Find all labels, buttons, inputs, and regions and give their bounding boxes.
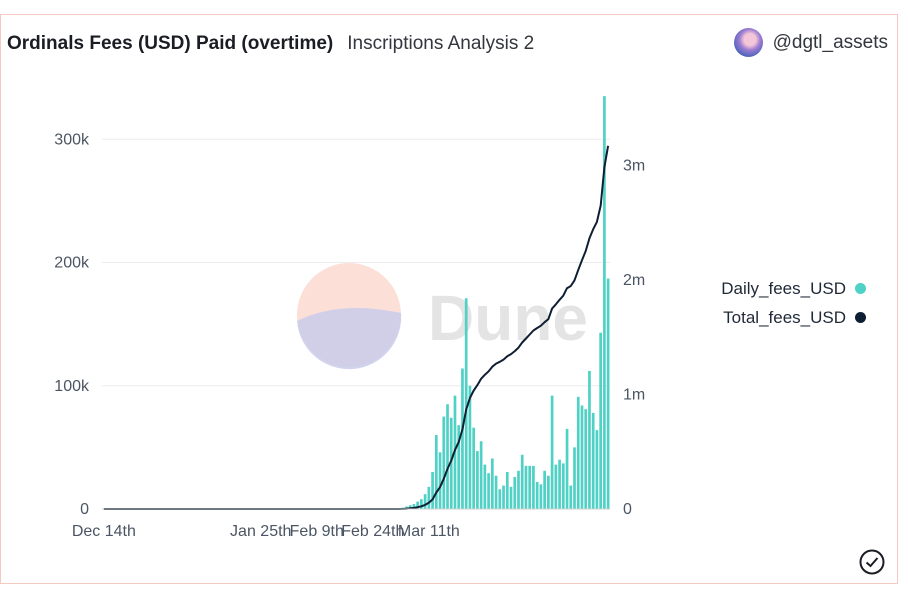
x-tick-label: Jan 25th	[230, 523, 291, 540]
bar-daily-fees	[509, 486, 513, 509]
bar-daily-fees	[468, 385, 472, 509]
bar-daily-fees	[573, 447, 576, 509]
bar-daily-fees	[532, 465, 535, 509]
y-right-tick-label: 3m	[623, 158, 645, 175]
bar-daily-fees	[427, 486, 431, 509]
legend-item-total-fees[interactable]: Total_fees_USD	[700, 303, 866, 332]
bar-daily-fees	[408, 505, 412, 509]
y-left-tick-label: 0	[80, 501, 89, 518]
author[interactable]: @dgtl_assets	[733, 28, 888, 57]
y-left-tick-label: 300k	[54, 131, 90, 148]
chart-header: Ordinals Fees (USD) Paid (overtime) Insc…	[7, 31, 534, 57]
bar-daily-fees	[543, 470, 546, 509]
bar-daily-fees	[498, 489, 502, 509]
y-right-tick-label: 2m	[623, 272, 645, 289]
bar-daily-fees	[535, 481, 539, 509]
check-circle-icon[interactable]	[858, 548, 886, 576]
bar-daily-fees	[423, 494, 427, 509]
watermark-text: Dune	[428, 282, 588, 354]
bar-daily-fees	[494, 475, 498, 509]
chart-subtitle: Inscriptions Analysis 2	[347, 33, 535, 54]
bar-daily-fees	[565, 428, 569, 509]
bar-daily-fees	[580, 405, 584, 509]
y-left-tick-label: 100k	[54, 378, 90, 395]
bar-daily-fees	[431, 472, 434, 509]
y-right-tick-label: 1m	[623, 387, 645, 404]
bar-daily-fees	[576, 396, 580, 509]
bar-daily-fees	[569, 485, 573, 509]
total-fees-line	[102, 145, 610, 510]
bar-daily-fees	[591, 412, 595, 509]
x-tick-label: Feb 9th	[290, 523, 344, 540]
bar-daily-fees	[412, 504, 416, 509]
bar-daily-fees	[457, 425, 461, 509]
chart-title: Ordinals Fees (USD) Paid (overtime)	[7, 33, 334, 54]
bar-daily-fees	[438, 452, 442, 509]
y-left-tick-label: 200k	[54, 255, 90, 272]
bar-daily-fees	[550, 395, 554, 509]
bar-daily-fees	[520, 454, 524, 509]
bar-daily-fees	[502, 485, 505, 509]
bar-daily-fees	[420, 499, 423, 509]
x-tick-label: Feb 24th	[341, 523, 404, 540]
bar-daily-fees	[539, 484, 543, 509]
legend-item-daily-fees[interactable]: Daily_fees_USD	[700, 274, 866, 303]
bar-daily-fees	[513, 476, 517, 509]
bar-daily-fees	[483, 464, 487, 509]
y-right-tick-label: 0	[623, 501, 632, 518]
bar-daily-fees	[561, 463, 565, 509]
bar-daily-fees	[524, 465, 528, 509]
y-axis-left: 0 100k 200k 300k	[54, 131, 90, 518]
legend-label: Total_fees_USD	[723, 307, 846, 327]
bar-daily-fees	[464, 298, 468, 509]
bar-daily-fees	[599, 332, 603, 509]
bar-daily-fees	[487, 473, 490, 509]
legend-label: Daily_fees_USD	[721, 278, 846, 298]
bar-daily-fees	[528, 465, 532, 509]
gridlines	[102, 138, 610, 387]
bar-daily-fees	[416, 501, 419, 509]
bar-daily-fees	[476, 451, 479, 509]
x-tick-label: Dec 14th	[72, 523, 136, 540]
bar-daily-fees	[517, 470, 520, 509]
bar-daily-fees	[606, 278, 610, 509]
bar-daily-fees	[472, 427, 476, 509]
bar-daily-fees	[490, 458, 494, 509]
bar-daily-fees	[461, 368, 464, 509]
bar-daily-fees	[446, 404, 449, 509]
bar-daily-fees	[595, 430, 599, 509]
bar-daily-fees	[449, 417, 453, 509]
chart-card	[0, 14, 898, 584]
dune-watermark: Dune	[297, 263, 588, 370]
legend-swatch	[855, 312, 866, 323]
legend-swatch	[855, 283, 866, 294]
bar-daily-fees	[479, 441, 483, 509]
bar-daily-fees	[554, 464, 558, 509]
bar-daily-fees	[558, 459, 561, 509]
bar-daily-fees	[603, 96, 606, 509]
bar-daily-fees	[588, 370, 591, 509]
bar-daily-fees	[434, 435, 438, 509]
bar-daily-fees	[442, 416, 446, 509]
avatar[interactable]	[733, 28, 763, 57]
bar-daily-fees	[584, 409, 588, 509]
x-tick-label: Mar 11th	[398, 523, 460, 540]
legend[interactable]: Daily_fees_USD Total_fees_USD	[700, 274, 866, 332]
bar-daily-fees	[505, 472, 509, 509]
author-name[interactable]: @dgtl_assets	[772, 31, 888, 53]
y-axis-right: 0 1m 2m 3m	[623, 158, 645, 518]
bar-daily-fees	[547, 475, 550, 509]
